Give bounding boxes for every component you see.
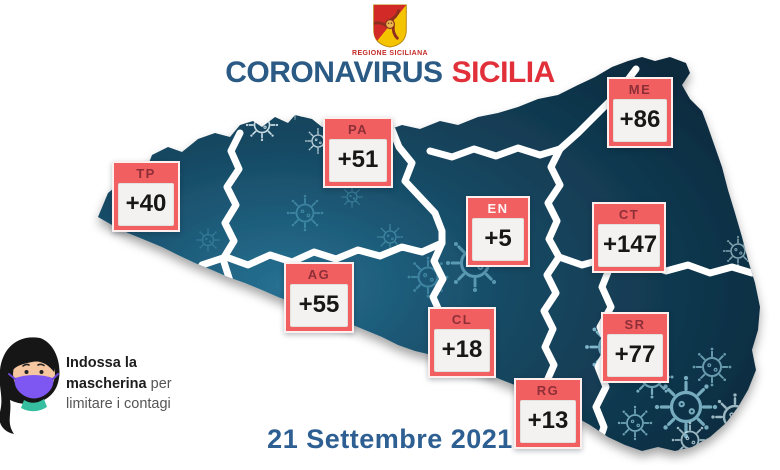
mask-note-regular: per limitare i contagi xyxy=(66,375,172,413)
province-box-agrigento: AG +55 xyxy=(284,262,354,333)
province-code: TP xyxy=(136,166,156,181)
province-new-cases: +86 xyxy=(613,99,667,142)
province-code: CT xyxy=(618,207,640,222)
province-code: ME xyxy=(628,82,652,97)
province-new-cases: +55 xyxy=(290,284,348,327)
province-new-cases: +51 xyxy=(329,139,387,182)
province-box-ragusa: RG +13 xyxy=(514,378,582,449)
crest-trinacria xyxy=(373,9,401,40)
mask-note-bold: Indossa la mascherina xyxy=(66,355,147,392)
province-new-cases: +18 xyxy=(434,329,490,372)
province-box-trapani: TP +40 xyxy=(112,161,180,232)
province-new-cases: +40 xyxy=(118,183,174,226)
province-new-cases: +77 xyxy=(607,334,663,377)
page-title: CORONAVIRUS SICILIA xyxy=(0,56,780,90)
province-new-cases: +147 xyxy=(598,224,660,267)
mask-note: Indossa la mascherina per limitare i con… xyxy=(66,353,192,415)
province-code: PA xyxy=(347,122,369,137)
province-code: RG xyxy=(536,383,560,398)
masked-person-svg xyxy=(0,337,60,434)
province-box-siracusa: SR +77 xyxy=(601,312,669,383)
province-code: SR xyxy=(624,317,646,332)
province-box-palermo: PA +51 xyxy=(323,117,393,188)
sicily-map xyxy=(90,55,770,465)
crest-svg xyxy=(373,4,407,48)
province-box-messina: ME +86 xyxy=(607,77,673,148)
province-code: CL xyxy=(451,312,473,327)
province-code: AG xyxy=(307,267,331,282)
province-code: EN xyxy=(487,201,509,216)
masked-person-icon xyxy=(0,330,68,438)
sicily-map-svg xyxy=(98,57,760,451)
crest-caption: REGIONE SICILIANA xyxy=(351,50,429,57)
province-borders xyxy=(198,65,756,449)
province-new-cases: +5 xyxy=(472,218,524,261)
province-box-caltanissetta: CL +18 xyxy=(428,307,496,378)
province-box-catania: CT +147 xyxy=(592,202,666,273)
title-sicilia: SICILIA xyxy=(451,56,556,89)
report-date: 21 Settembre 2021 xyxy=(267,424,513,454)
title-coronavirus: CORONAVIRUS xyxy=(225,56,443,89)
province-box-enna: EN +5 xyxy=(466,196,530,267)
regione-siciliana-crest-icon xyxy=(370,3,410,49)
province-new-cases: +13 xyxy=(520,400,576,443)
